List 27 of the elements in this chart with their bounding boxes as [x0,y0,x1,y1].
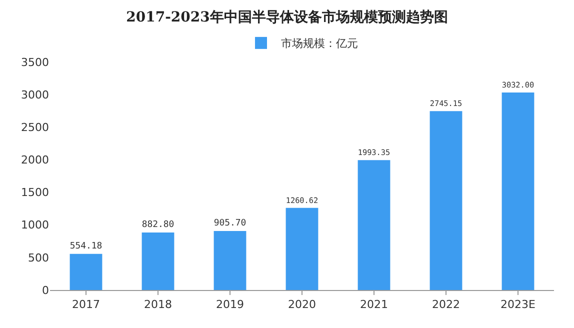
y-tick-label: 3000 [21,88,49,102]
x-tick-label: 2018 [144,298,172,312]
bar [358,160,390,290]
legend-label: 市场规模：亿元 [281,37,358,50]
bar [214,231,246,290]
bar [70,254,102,290]
y-tick-label: 3500 [21,56,49,69]
y-tick-label: 0 [42,284,49,297]
x-tick-label: 2019 [216,298,244,312]
bar [142,232,174,290]
data-label: 882.80 [142,220,174,230]
bar [502,92,534,290]
y-tick-label: 1500 [21,186,49,200]
data-label: 554.18 [70,241,102,252]
data-label: 905.70 [214,218,246,229]
x-tick-label: 2017 [72,298,100,312]
chart-title: 2017-2023年中国半导体设备市场规模预测趋势图 [126,8,448,26]
y-tick-label: 2500 [21,120,49,134]
y-tick-label: 2000 [21,154,49,167]
y-tick-label: 1000 [21,218,49,232]
x-tick-label: 2020 [288,298,316,312]
x-tick-label: 2023E [500,298,536,312]
y-tick-label: 500 [28,251,49,264]
x-tick-label: 2022 [432,298,460,312]
bar [286,208,318,290]
bar [430,111,462,290]
x-tick-label: 2021 [360,298,388,312]
